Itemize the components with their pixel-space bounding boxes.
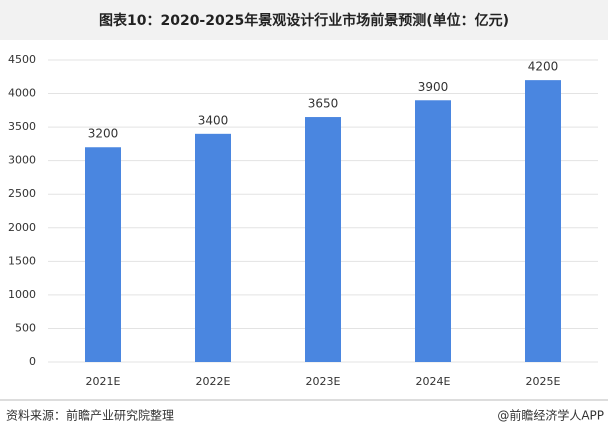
x-tick-label: 2023E <box>306 375 341 388</box>
y-tick-label: 2500 <box>8 187 36 200</box>
value-label: 4200 <box>528 60 559 74</box>
x-tick-label: 2021E <box>86 375 121 388</box>
bar <box>305 117 341 363</box>
value-label: 3400 <box>198 113 229 127</box>
y-tick-label: 500 <box>15 321 36 334</box>
y-tick-label: 1500 <box>8 254 36 267</box>
credit-note: @前瞻经济学人APP <box>497 408 604 423</box>
x-tick-label: 2025E <box>526 375 561 388</box>
source-note: 资料来源：前瞻产业研究院整理 <box>6 408 174 423</box>
bar <box>525 80 561 362</box>
y-tick-label: 2000 <box>8 221 36 234</box>
y-tick-label: 4000 <box>8 87 36 100</box>
y-tick-label: 1000 <box>8 288 36 301</box>
y-tick-label: 3500 <box>8 120 36 133</box>
title-band <box>0 0 608 40</box>
x-tick-label: 2024E <box>416 375 451 388</box>
bar <box>415 100 451 363</box>
x-tick-label: 2022E <box>196 375 231 388</box>
y-tick-label: 3000 <box>8 154 36 167</box>
chart-title: 图表10：2020-2025年景观设计行业市场前景预测(单位：亿元) <box>99 12 509 29</box>
value-label: 3900 <box>418 80 449 94</box>
value-label: 3650 <box>308 97 339 111</box>
bar <box>195 133 231 362</box>
bar <box>85 147 121 362</box>
y-tick-label: 4500 <box>8 53 36 66</box>
value-label: 3200 <box>88 127 119 141</box>
y-tick-label: 0 <box>29 355 36 368</box>
